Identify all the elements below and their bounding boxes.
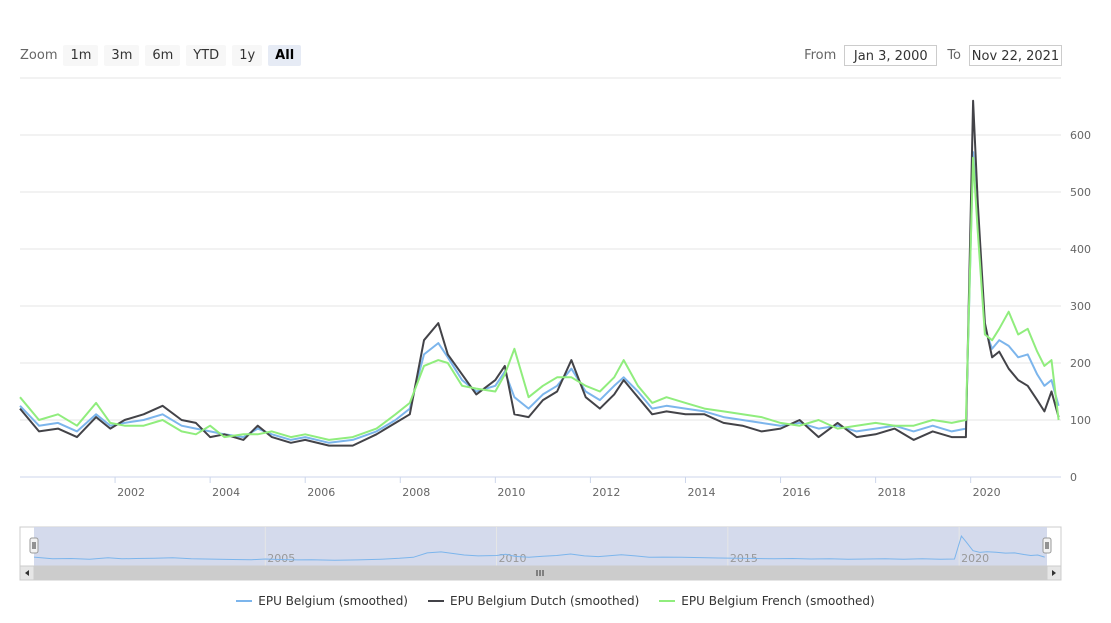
zoom-button-1y[interactable]: 1y [232,44,263,66]
arrow-right-icon [1052,570,1056,576]
from-date-input[interactable]: Jan 3, 2000 [844,44,938,66]
navigator-tick-label-2005: 2005 [267,552,295,565]
arrow-left-icon [25,570,29,576]
scrollbar[interactable] [19,565,1062,581]
to-date-input[interactable]: Nov 22, 2021 [969,44,1062,66]
zoom-button-3m[interactable]: 3m [104,44,140,66]
navigator-handle-right[interactable] [1042,537,1052,554]
legend-label-belgium-dutch: EPU Belgium Dutch (smoothed) [450,594,640,608]
zoom-label: Zoom [20,47,58,63]
y-tick-label-500: 500 [1070,186,1091,199]
x-tick-label-2002: 2002 [117,486,145,499]
x-tick-label-2010: 2010 [497,486,525,499]
legend-swatch-belgium-french [659,600,676,602]
legend-swatch-belgium-dutch [428,600,444,602]
legend-item-belgium[interactable]: EPU Belgium (smoothed) [236,594,408,608]
y-tick-label-600: 600 [1070,129,1091,142]
zoom-button-all[interactable]: All [268,44,302,66]
legend-label-belgium-french: EPU Belgium French (smoothed) [681,594,875,608]
navigator-series-line [33,535,1045,561]
x-tick-label-2004: 2004 [212,486,240,499]
navigator-handle-left[interactable] [29,537,39,554]
legend-label-belgium: EPU Belgium (smoothed) [258,594,408,608]
from-label: From [804,47,837,63]
zoom-button-1m[interactable]: 1m [63,44,99,66]
navigator-tick-label-2020: 2020 [961,552,989,565]
navigator[interactable]: 2005 2010 2015 2020 [19,526,1062,567]
line-chart: 0 100 200 300 400 500 600 2002 2004 2006 2008 2010 2… [19,77,1091,581]
x-tick-label-2020: 2020 [973,486,1001,499]
x-tick-label-2008: 2008 [402,486,430,499]
legend-swatch-belgium [236,600,253,602]
series-lines [19,99,1060,447]
legend-item-belgium-dutch[interactable]: EPU Belgium Dutch (smoothed) [428,594,639,608]
legend: EPU Belgium (smoothed) EPU Belgium Dutch… [0,594,1111,608]
x-tick-label-2012: 2012 [592,486,620,499]
series-line-belgium-dutch [19,99,1060,447]
x-tick-label-2014: 2014 [687,486,715,499]
date-range-selector: From Jan 3, 2000 To Nov 22, 2021 [794,43,1062,67]
zoom-button-ytd[interactable]: YTD [186,44,227,66]
series-line-belgium [19,151,1060,444]
y-tick-label-0: 0 [1070,471,1077,484]
grid-lines [20,77,1061,421]
axes: 0 100 200 300 400 500 600 2002 2004 2006 2008 2010 2… [20,129,1091,499]
y-tick-label-300: 300 [1070,300,1091,313]
x-tick-label-2016: 2016 [783,486,811,499]
navigator-tick-label-2010: 2010 [499,552,527,565]
to-label: To [947,47,961,63]
y-tick-label-100: 100 [1070,414,1091,427]
series-line-belgium-french [19,156,1060,441]
x-tick-label-2006: 2006 [307,486,335,499]
y-tick-label-400: 400 [1070,243,1091,256]
zoom-button-6m[interactable]: 6m [145,44,181,66]
x-tick-label-2018: 2018 [878,486,906,499]
zoom-selector: Zoom 1m 3m 6m YTD 1y All [20,43,307,67]
y-tick-label-200: 200 [1070,357,1091,370]
navigator-selection [34,527,1047,566]
legend-item-belgium-french[interactable]: EPU Belgium French (smoothed) [659,594,875,608]
